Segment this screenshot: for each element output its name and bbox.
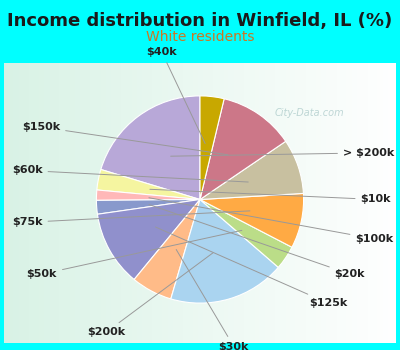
Text: $200k: $200k bbox=[87, 253, 213, 337]
Text: $150k: $150k bbox=[22, 122, 228, 155]
Wedge shape bbox=[200, 99, 286, 200]
Wedge shape bbox=[171, 199, 278, 303]
Wedge shape bbox=[98, 199, 200, 280]
Wedge shape bbox=[200, 96, 224, 200]
Wedge shape bbox=[96, 190, 200, 200]
Wedge shape bbox=[96, 199, 200, 214]
Text: White residents: White residents bbox=[146, 30, 254, 44]
Wedge shape bbox=[200, 194, 304, 247]
Text: $10k: $10k bbox=[150, 189, 391, 204]
Text: $30k: $30k bbox=[176, 250, 249, 350]
Text: $40k: $40k bbox=[146, 47, 205, 144]
Wedge shape bbox=[101, 96, 200, 200]
Wedge shape bbox=[97, 169, 200, 200]
Text: $20k: $20k bbox=[149, 204, 365, 279]
Text: Income distribution in Winfield, IL (%): Income distribution in Winfield, IL (%) bbox=[7, 12, 393, 30]
Wedge shape bbox=[200, 199, 292, 267]
Text: City-Data.com: City-Data.com bbox=[275, 108, 344, 118]
Text: $50k: $50k bbox=[27, 230, 242, 279]
Wedge shape bbox=[200, 141, 304, 199]
Text: $100k: $100k bbox=[149, 198, 394, 244]
Text: $60k: $60k bbox=[12, 166, 248, 182]
Text: > $200k: > $200k bbox=[171, 148, 394, 158]
Text: $125k: $125k bbox=[156, 227, 347, 308]
Wedge shape bbox=[134, 199, 200, 299]
Text: $75k: $75k bbox=[12, 211, 250, 227]
